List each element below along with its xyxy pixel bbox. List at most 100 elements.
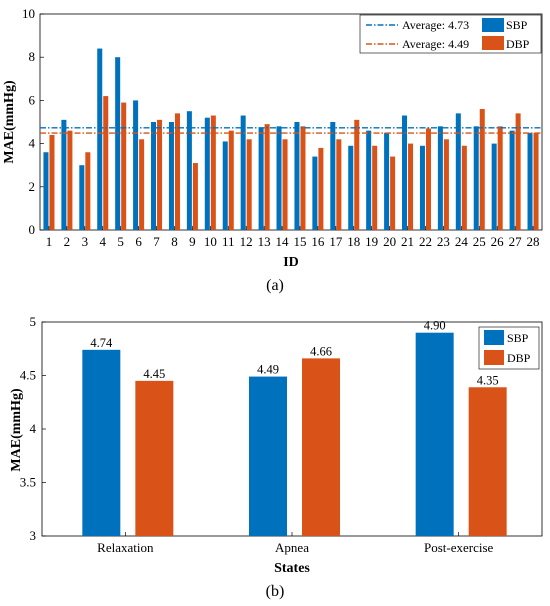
a-reference-lines — [40, 127, 542, 134]
a-bar-dbp-1 — [49, 134, 55, 230]
b-x-tick-label: Post-exercise — [424, 540, 494, 555]
b-data-label: 4.49 — [257, 363, 279, 377]
a-x-tick-label: 27 — [509, 234, 523, 249]
a-bar-sbp-21 — [402, 115, 408, 230]
a-y-tick-label: 10 — [22, 6, 35, 21]
b-bars — [82, 332, 507, 536]
a-bar-sbp-5 — [115, 57, 121, 231]
a-bar-dbp-3 — [85, 152, 91, 230]
a-x-tick-label: 19 — [365, 234, 378, 249]
a-bar-sbp-11 — [222, 141, 228, 230]
a-bar-dbp-21 — [408, 143, 414, 230]
a-legend-avg-dbp-label: Average: 4.49 — [402, 37, 469, 51]
a-bar-dbp-23 — [443, 139, 449, 230]
a-bar-sbp-15 — [294, 122, 300, 230]
a-bar-sbp-12 — [240, 115, 246, 230]
a-bar-sbp-13 — [258, 128, 264, 230]
b-panel-label: (b) — [266, 583, 285, 600]
a-bar-dbp-8 — [174, 113, 180, 230]
b-legend-dbp-swatch — [484, 350, 504, 365]
b-legend: SBP DBP — [478, 326, 540, 370]
a-bar-sbp-17 — [330, 122, 336, 230]
a-bar-sbp-28 — [527, 132, 533, 230]
a-x-tick-label: 12 — [240, 234, 253, 249]
b-data-label: 4.45 — [143, 367, 165, 381]
b-bar-sbp-apnea — [249, 376, 287, 536]
a-y-tick-labels: 0 2 4 6 8 10 — [22, 6, 36, 237]
a-bar-sbp-22 — [419, 145, 425, 230]
a-x-tick-label: 9 — [189, 234, 196, 249]
chart-b: 4.74 4.45 4.49 4.66 4.90 4.35 Relaxation Apnea… — [9, 314, 543, 600]
b-x-tick-labels: Relaxation Apnea Post-exercise — [97, 540, 493, 555]
b-x-axis-title: States — [274, 561, 310, 576]
a-bar-sbp-24 — [455, 113, 461, 230]
a-x-axis-title: ID — [283, 255, 299, 270]
a-ticks — [40, 13, 534, 231]
a-x-tick-label: 21 — [401, 234, 414, 249]
a-x-tick-label: 17 — [329, 234, 343, 249]
a-legend-dbp-swatch — [482, 36, 504, 50]
a-x-tick-label: 16 — [311, 234, 325, 249]
b-y-axis-title: MAE(mmHg) — [9, 388, 24, 472]
a-x-tick-label: 11 — [222, 234, 235, 249]
a-bar-dbp-12 — [246, 139, 252, 230]
a-bar-sbp-14 — [276, 126, 282, 230]
b-data-labels: 4.74 4.45 4.49 4.66 4.90 4.35 — [90, 319, 498, 388]
a-y-tick-label: 8 — [29, 49, 36, 64]
a-bar-dbp-28 — [533, 132, 539, 230]
b-y-tick-labels: 3 3.5 4 4.5 5 — [20, 314, 37, 543]
a-x-tick-label: 7 — [153, 234, 160, 249]
a-x-tick-label: 10 — [204, 234, 217, 249]
a-bar-dbp-16 — [318, 147, 324, 230]
a-bar-sbp-9 — [186, 111, 192, 230]
a-bar-sbp-27 — [509, 130, 515, 230]
a-bars — [43, 48, 539, 231]
a-legend-sbp-swatch — [482, 18, 504, 32]
a-bar-dbp-9 — [192, 163, 198, 230]
b-bar-dbp-apnea — [302, 358, 340, 536]
a-bar-dbp-6 — [139, 139, 145, 230]
a-bar-dbp-27 — [515, 113, 521, 230]
a-x-tick-label: 23 — [437, 234, 450, 249]
a-x-tick-label: 13 — [258, 234, 271, 249]
a-bar-dbp-13 — [264, 124, 270, 230]
a-y-axis-title: MAE(mmHg) — [2, 80, 17, 164]
a-x-tick-label: 18 — [347, 234, 360, 249]
b-legend-sbp-swatch — [484, 330, 504, 345]
a-bar-dbp-25 — [479, 109, 485, 230]
a-x-tick-label: 2 — [64, 234, 71, 249]
a-legend-sbp-label: SBP — [506, 18, 528, 32]
a-bar-sbp-1 — [43, 152, 49, 230]
chart-a: 1 2 3 4 5 6 7 8 9 10 11 12 13 14 15 16 17 18 19 20 21 22 23 24 2… — [2, 6, 543, 294]
b-data-label: 4.90 — [424, 319, 446, 333]
a-bar-sbp-8 — [168, 122, 174, 230]
b-bar-dbp-relaxation — [135, 380, 174, 536]
a-bar-dbp-11 — [228, 130, 234, 230]
a-legend: Average: 4.73 Average: 4.49 SBP DBP — [359, 14, 542, 54]
a-y-tick-label: 4 — [29, 136, 36, 151]
a-bar-dbp-26 — [497, 126, 503, 230]
a-legend-box — [359, 14, 542, 54]
a-x-tick-label: 24 — [455, 234, 469, 249]
a-bar-dbp-4 — [103, 96, 109, 230]
a-bar-sbp-23 — [437, 126, 443, 230]
a-x-tick-label: 14 — [276, 234, 290, 249]
a-bar-sbp-7 — [151, 122, 157, 230]
a-bar-sbp-25 — [473, 126, 479, 230]
b-y-tick-label: 4.5 — [20, 368, 36, 383]
a-bar-sbp-3 — [79, 165, 85, 230]
a-bar-sbp-2 — [61, 119, 67, 230]
a-bar-sbp-4 — [97, 48, 103, 231]
a-bar-dbp-22 — [425, 128, 431, 230]
b-bar-dbp-post-exercise — [468, 387, 507, 536]
a-x-tick-label: 28 — [527, 234, 540, 249]
a-x-tick-label: 4 — [100, 234, 107, 249]
b-data-label: 4.74 — [90, 336, 113, 350]
a-x-tick-label: 22 — [419, 234, 432, 249]
a-legend-dbp-label: DBP — [506, 37, 530, 51]
a-x-tick-label: 5 — [117, 234, 124, 249]
a-bar-dbp-10 — [210, 115, 216, 230]
a-bar-dbp-2 — [67, 130, 73, 230]
b-data-label: 4.35 — [477, 373, 499, 387]
